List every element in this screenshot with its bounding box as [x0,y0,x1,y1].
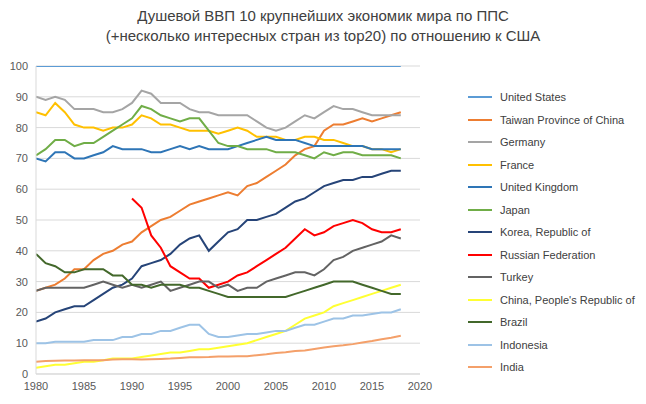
html-text:Brazil: Brazil [500,316,528,329]
html-text:Russian Federation: Russian Federation [500,248,596,261]
html-text:India: India [500,361,524,374]
html-text:Japan: Japan [500,203,530,216]
svg-text:2020: 2020 [408,380,432,392]
html-text:Душевой ВВП 10 крупнейших экон: Душевой ВВП 10 крупнейших экономик мира … [105,7,541,44]
svg-text:60: 60 [16,183,28,195]
svg-text:20: 20 [16,306,28,318]
html-text:China, People's Republic of: China, People's Republic of [500,293,635,306]
svg-text:1990: 1990 [120,380,144,392]
svg-text:30: 30 [16,276,28,288]
svg-text:2015: 2015 [360,380,384,392]
svg-text:1995: 1995 [168,380,192,392]
svg-text:2010: 2010 [312,380,336,392]
svg-text:2005: 2005 [264,380,288,392]
svg-text:10: 10 [16,337,28,349]
svg-text:80: 80 [16,122,28,134]
svg-text:40: 40 [16,245,28,257]
html-text:France: France [500,158,535,171]
svg-text:100: 100 [10,60,28,72]
svg-text:2000: 2000 [216,380,240,392]
html-text:United Kingdom: United Kingdom [500,181,579,194]
html-text:Germany: Germany [500,136,546,149]
svg-text:90: 90 [16,91,28,103]
html-text:Indonesia: Indonesia [500,338,548,351]
html-text:United States: United States [500,91,566,104]
svg-text:70: 70 [16,152,28,164]
html-text:Korea, Republic of: Korea, Republic of [500,226,591,239]
svg-text:50: 50 [16,214,28,226]
svg-text:1980: 1980 [24,380,48,392]
svg-text:1985: 1985 [72,380,96,392]
html-text:Taiwan Province of China: Taiwan Province of China [500,113,625,126]
html-text:Turkey: Turkey [500,271,534,284]
svg-text:0: 0 [22,368,28,380]
